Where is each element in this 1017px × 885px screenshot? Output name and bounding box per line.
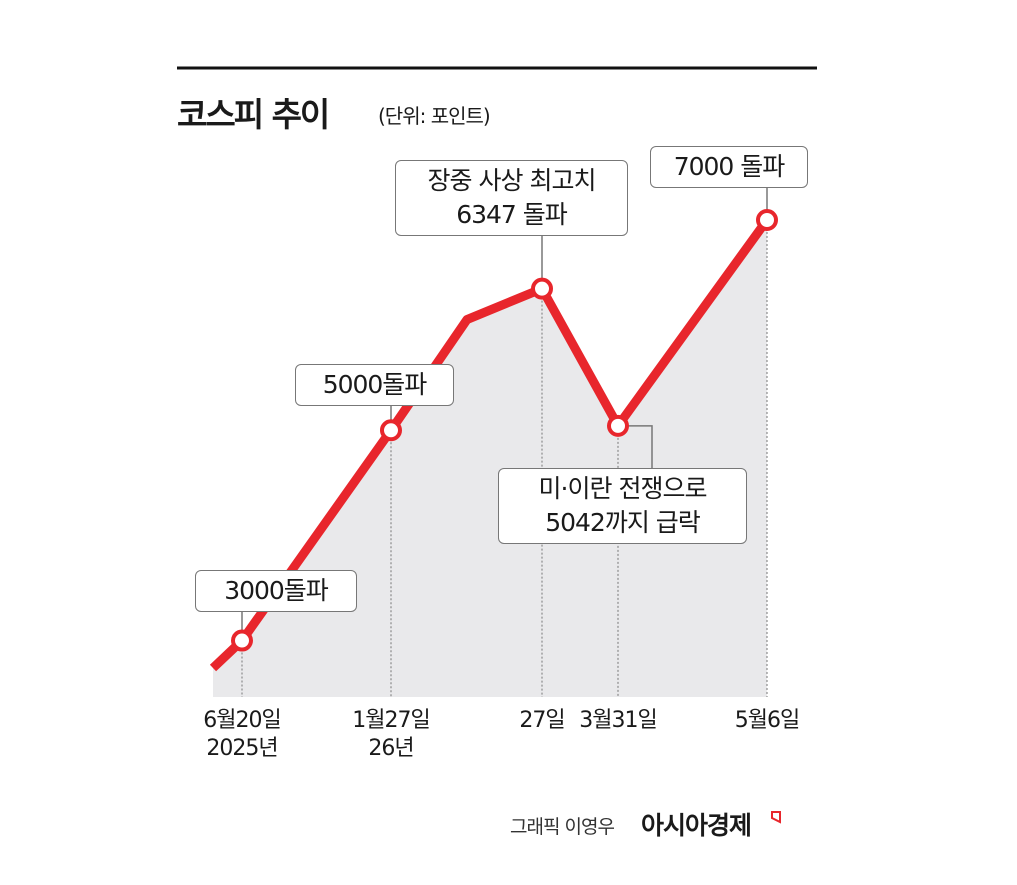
chart-title: 코스피 추이 [177,95,330,134]
annotation: 7000 돌파 [650,146,808,188]
credit: 그래픽 이영우 [510,816,615,838]
annotation: 장중 사상 최고치 6347 돌파 [395,160,628,236]
connector [618,425,653,468]
point [607,414,629,437]
chart-subtitle: (단위: 포인트) [378,104,491,128]
x-tick-label: 5월6일 [734,708,800,733]
annotation: 5000돌파 [295,364,454,406]
point [531,277,553,300]
point [380,419,402,442]
point [231,629,253,652]
x-tick-label: 3월31일 [579,708,657,733]
point [756,209,778,231]
source-logo [771,811,781,824]
annotation: 미·이란 전쟁으로 5042까지 급락 [498,468,747,544]
annotation: 3000돌파 [195,570,357,612]
source: 아시아경제 [641,811,752,840]
x-tick-label: 6월20일 2025년 [203,708,281,761]
x-tick-label: 27일 [519,708,565,733]
x-tick-label: 1월27일 26년 [352,708,430,761]
area [213,220,767,697]
